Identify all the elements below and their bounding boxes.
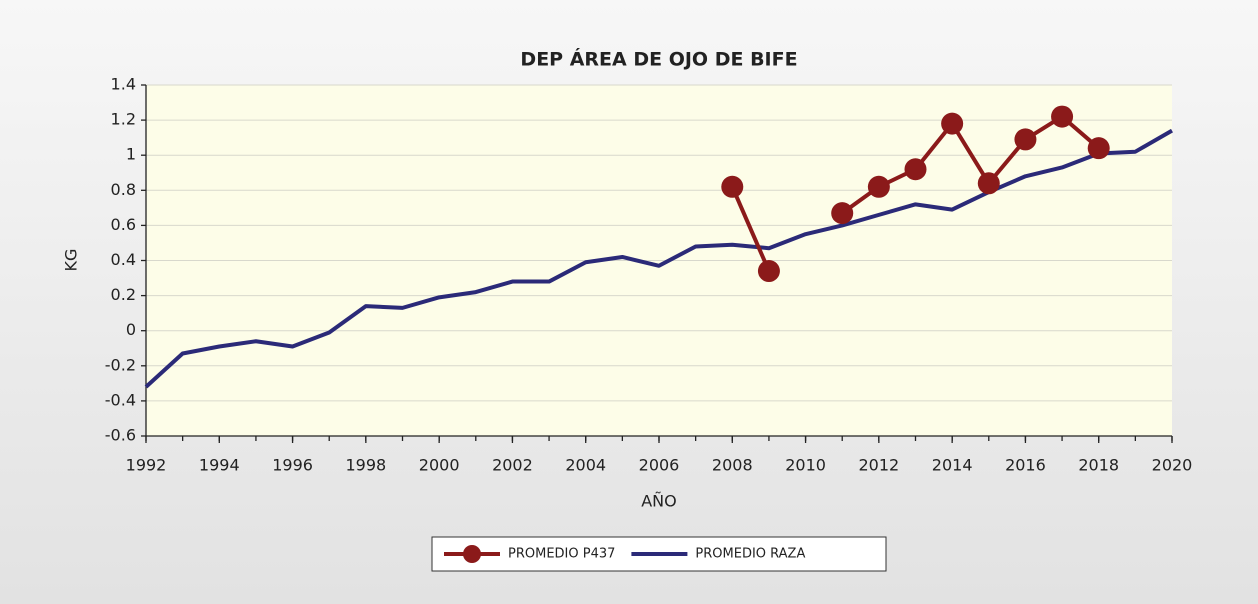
x-tick-label: 2012 — [858, 456, 899, 475]
x-tick-label: 2014 — [932, 456, 973, 475]
series-marker — [867, 175, 890, 198]
x-tick-label: 2002 — [492, 456, 533, 475]
y-tick-label: 1.4 — [111, 75, 136, 94]
y-tick-label: -0.4 — [105, 390, 136, 409]
x-tick-label: 2008 — [712, 456, 753, 475]
legend-marker — [463, 545, 481, 563]
x-tick-label: 1996 — [272, 456, 313, 475]
series-marker — [1051, 105, 1074, 128]
series-marker — [831, 202, 854, 225]
x-tick-label: 2006 — [639, 456, 680, 475]
x-tick-label: 2016 — [1005, 456, 1046, 475]
x-tick-label: 1994 — [199, 456, 240, 475]
y-tick-label: 0.8 — [111, 180, 136, 199]
y-tick-label: 1.2 — [111, 110, 136, 129]
chart-title: DEP ÁREA DE OJO DE BIFE — [520, 48, 797, 71]
legend-box — [431, 536, 887, 572]
y-tick-label: 1 — [126, 145, 136, 164]
y-tick-label: 0.2 — [111, 285, 136, 304]
series-line — [730, 185, 771, 272]
series-marker — [1014, 128, 1037, 151]
series-line — [144, 128, 1173, 389]
y-axis-label: KG — [62, 249, 81, 272]
y-tick-label: 0.4 — [111, 250, 136, 269]
series-marker — [757, 260, 780, 283]
x-tick-label: 2020 — [1152, 456, 1193, 475]
y-tick-label: -0.6 — [105, 426, 136, 445]
x-tick-label: 2004 — [565, 456, 606, 475]
x-axis-label: AÑO — [641, 492, 677, 511]
series-marker — [721, 175, 744, 198]
series-marker — [904, 158, 927, 181]
x-tick-label: 1992 — [126, 456, 167, 475]
x-tick-label: 2000 — [419, 456, 460, 475]
y-tick-label: 0.6 — [111, 215, 136, 234]
x-tick-label: 2018 — [1078, 456, 1119, 475]
series-marker — [977, 172, 1000, 195]
series-marker — [1087, 137, 1110, 160]
legend-label: PROMEDIO P437 — [508, 547, 615, 562]
series-marker — [941, 112, 964, 135]
y-tick-label: 0 — [126, 320, 136, 339]
y-tick-label: -0.2 — [105, 355, 136, 374]
legend-label: PROMEDIO RAZA — [695, 547, 805, 562]
x-tick-label: 2010 — [785, 456, 826, 475]
x-tick-label: 1998 — [345, 456, 386, 475]
